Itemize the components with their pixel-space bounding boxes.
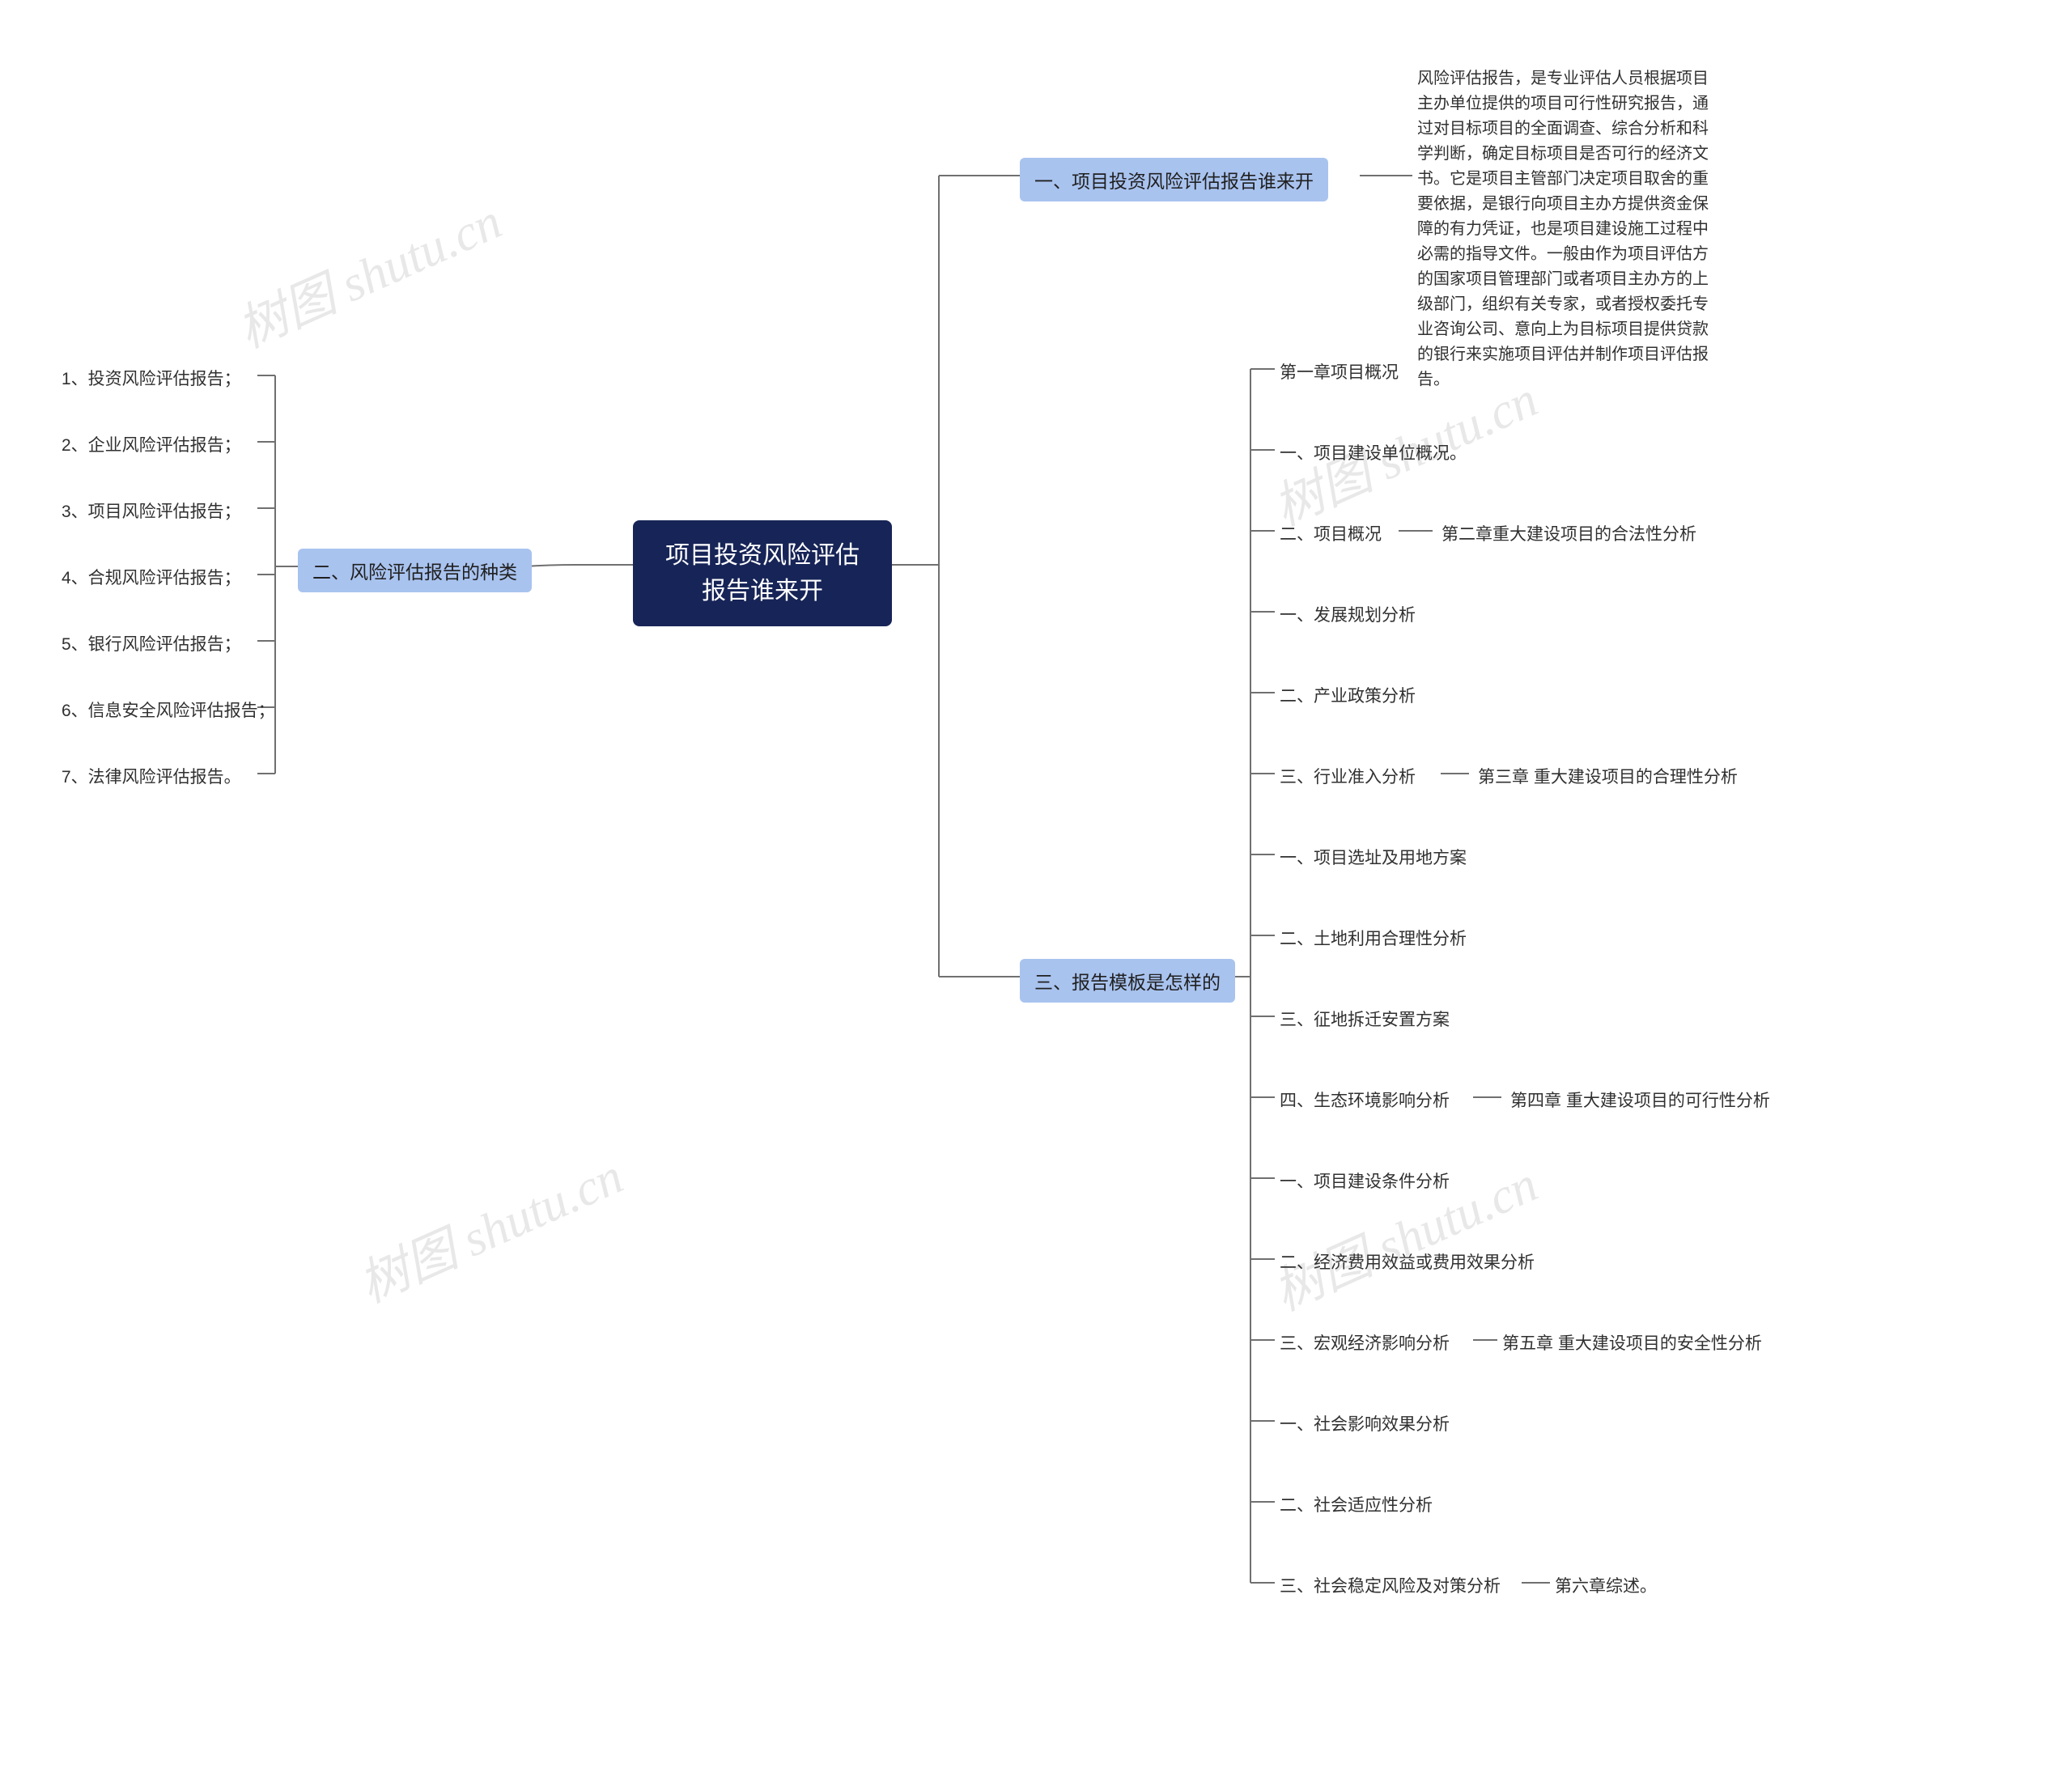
branch3-item[interactable]: 三、行业准入分析 (1275, 761, 1420, 791)
branch3-node[interactable]: 三、报告模板是怎样的 (1020, 959, 1235, 1003)
branch3-sub[interactable]: 第五章 重大建设项目的安全性分析 (1497, 1327, 1767, 1358)
branch2-item[interactable]: 6、信息安全风险评估报告； (57, 694, 280, 725)
branch3-item[interactable]: 一、社会影响效果分析 (1275, 1408, 1454, 1439)
branch3-item[interactable]: 二、土地利用合理性分析 (1275, 922, 1471, 953)
branch3-item[interactable]: 一、项目选址及用地方案 (1275, 842, 1471, 872)
branch3-sub[interactable]: 第二章重大建设项目的合法性分析 (1437, 518, 1701, 549)
mindmap-canvas: 树图 shutu.cn 树图 shutu.cn 树图 shutu.cn 树图 s… (0, 0, 2072, 1781)
watermark: 树图 shutu.cn (224, 180, 511, 362)
branch3-item[interactable]: 二、项目概况 (1275, 518, 1386, 549)
branch1-node[interactable]: 一、项目投资风险评估报告谁来开 (1020, 158, 1328, 201)
connectors-layer (0, 0, 2072, 1781)
branch2-node[interactable]: 二、风险评估报告的种类 (298, 549, 532, 592)
branch3-item[interactable]: 三、宏观经济影响分析 (1275, 1327, 1454, 1358)
root-node[interactable]: 项目投资风险评估报告谁来开 (633, 520, 892, 626)
branch3-item[interactable]: 一、项目建设条件分析 (1275, 1165, 1454, 1196)
branch3-item[interactable]: 三、征地拆迁安置方案 (1275, 1003, 1454, 1034)
branch3-item[interactable]: 一、发展规划分析 (1275, 599, 1420, 630)
branch2-item[interactable]: 5、银行风险评估报告； (57, 628, 246, 659)
branch3-sub[interactable]: 第四章 重大建设项目的可行性分析 (1505, 1084, 1775, 1115)
branch2-item[interactable]: 3、项目风险评估报告； (57, 495, 246, 526)
branch2-item[interactable]: 1、投资风险评估报告； (57, 363, 246, 393)
branch2-item[interactable]: 2、企业风险评估报告； (57, 429, 246, 460)
branch2-item[interactable]: 4、合规风险评估报告； (57, 562, 246, 592)
branch3-item[interactable]: 第一章项目概况 (1275, 356, 1403, 387)
branch3-item[interactable]: 二、产业政策分析 (1275, 680, 1420, 710)
branch3-item[interactable]: 一、项目建设单位概况。 (1275, 437, 1471, 468)
branch2-item[interactable]: 7、法律风险评估报告。 (57, 761, 246, 791)
branch3-item[interactable]: 二、经济费用效益或费用效果分析 (1275, 1246, 1539, 1277)
branch3-item[interactable]: 三、社会稳定风险及对策分析 (1275, 1570, 1505, 1601)
branch3-item[interactable]: 二、社会适应性分析 (1275, 1489, 1437, 1520)
watermark: 树图 shutu.cn (346, 1135, 632, 1317)
branch1-paragraph: 风险评估报告，是专业评估人员根据项目主办单位提供的项目可行性研究报告，通过对目标… (1412, 63, 1720, 396)
branch3-item[interactable]: 四、生态环境影响分析 (1275, 1084, 1454, 1115)
branch3-sub[interactable]: 第六章综述。 (1550, 1570, 1662, 1601)
branch3-sub[interactable]: 第三章 重大建设项目的合理性分析 (1473, 761, 1743, 791)
